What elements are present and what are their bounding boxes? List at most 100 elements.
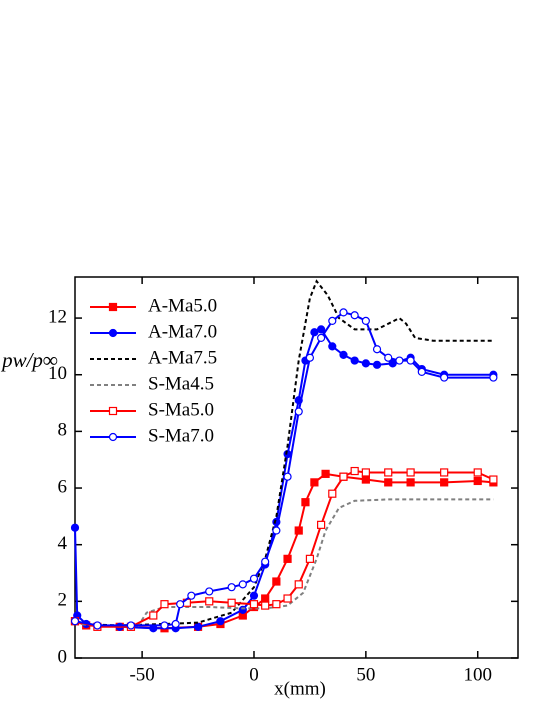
- data-point: [384, 353, 393, 362]
- data-point: [473, 468, 482, 477]
- data-point: [294, 526, 303, 535]
- x-tick-label: 0: [249, 664, 259, 685]
- legend-label: A-Ma7.0: [148, 321, 217, 342]
- data-point: [249, 574, 259, 583]
- data-point: [261, 601, 270, 610]
- data-point: [305, 554, 315, 563]
- data-point: [283, 554, 292, 563]
- data-point: [305, 353, 315, 362]
- series-line: [74, 279, 494, 627]
- data-point: [70, 617, 80, 626]
- data-point: [440, 478, 449, 487]
- legend-label: S-Ma7.0: [148, 425, 214, 446]
- data-point: [93, 621, 102, 630]
- data-point: [384, 468, 393, 477]
- y-tick-label: 4: [58, 533, 68, 554]
- y-tick-label: 12: [48, 306, 67, 327]
- data-point: [489, 373, 498, 382]
- data-point: [176, 600, 185, 609]
- x-tick-label: 50: [356, 664, 375, 685]
- data-point: [272, 526, 281, 535]
- data-point: [328, 342, 337, 351]
- data-point: [440, 468, 449, 477]
- data-point: [283, 594, 292, 603]
- data-point: [372, 345, 382, 354]
- data-point: [417, 367, 426, 376]
- x-axis-label: x(mm): [274, 678, 326, 699]
- data-point: [261, 594, 270, 603]
- data-point: [216, 617, 225, 626]
- data-point: [171, 619, 180, 629]
- data-point: [294, 407, 303, 416]
- data-point: [310, 328, 319, 337]
- data-point: [361, 468, 370, 477]
- y-tick-label: 10: [48, 363, 67, 384]
- y-axis-label: pw/p∞: [0, 348, 58, 372]
- data-point: [317, 333, 326, 343]
- data-point: [328, 489, 337, 498]
- data-point: [249, 600, 259, 609]
- data-point: [406, 478, 415, 487]
- data-point: [317, 325, 326, 334]
- data-point: [339, 350, 348, 359]
- data-point: [473, 476, 482, 486]
- data-point: [440, 373, 449, 382]
- data-point: [301, 498, 310, 507]
- data-point: [227, 583, 236, 592]
- data-point: [310, 478, 319, 487]
- data-point: [406, 468, 415, 477]
- y-tick-label: 2: [58, 590, 68, 611]
- data-point: [350, 356, 359, 365]
- data-point: [489, 475, 498, 484]
- data-point: [272, 600, 281, 609]
- data-point: [339, 472, 348, 481]
- data-point: [160, 621, 169, 630]
- x-tick-label: 100: [463, 664, 492, 685]
- data-point: [238, 580, 247, 589]
- x-tick-label: -50: [129, 664, 154, 685]
- data-point: [361, 316, 370, 326]
- data-point: [328, 316, 337, 326]
- data-point: [149, 611, 158, 620]
- legend-marker: [108, 406, 118, 416]
- plot-frame: [74, 276, 519, 659]
- data-point: [160, 600, 169, 609]
- legend-label: A-Ma7.5: [148, 347, 217, 368]
- data-point: [205, 597, 214, 606]
- legend-label: S-Ma5.0: [148, 399, 214, 420]
- data-point: [238, 605, 247, 614]
- data-point: [384, 478, 393, 487]
- legend-marker: [108, 302, 118, 312]
- data-point: [350, 311, 359, 320]
- legend-label: S-Ma4.5: [148, 373, 214, 394]
- legend-marker: [108, 328, 118, 338]
- data-point: [339, 308, 348, 317]
- data-point: [395, 356, 404, 365]
- legend-label: A-Ma5.0: [148, 295, 217, 316]
- data-point: [406, 356, 415, 365]
- data-point: [261, 557, 270, 566]
- y-tick-label: 0: [58, 646, 68, 667]
- data-point: [205, 587, 214, 596]
- data-point: [321, 469, 330, 478]
- data-point: [249, 591, 259, 600]
- y-tick-label: 6: [58, 476, 68, 497]
- data-point: [272, 577, 281, 586]
- data-point: [361, 475, 370, 484]
- y-tick-label: 8: [58, 420, 68, 441]
- legend-marker: [108, 432, 118, 442]
- data-point: [361, 359, 370, 368]
- data-point: [70, 523, 80, 532]
- series-line: [74, 311, 494, 627]
- data-point: [283, 472, 292, 481]
- data-point: [372, 360, 382, 369]
- data-point: [317, 520, 326, 529]
- data-point: [227, 598, 236, 607]
- data-point: [294, 580, 303, 589]
- data-point: [350, 466, 359, 476]
- data-point: [193, 622, 203, 631]
- data-point: [126, 621, 136, 630]
- data-point: [187, 591, 196, 600]
